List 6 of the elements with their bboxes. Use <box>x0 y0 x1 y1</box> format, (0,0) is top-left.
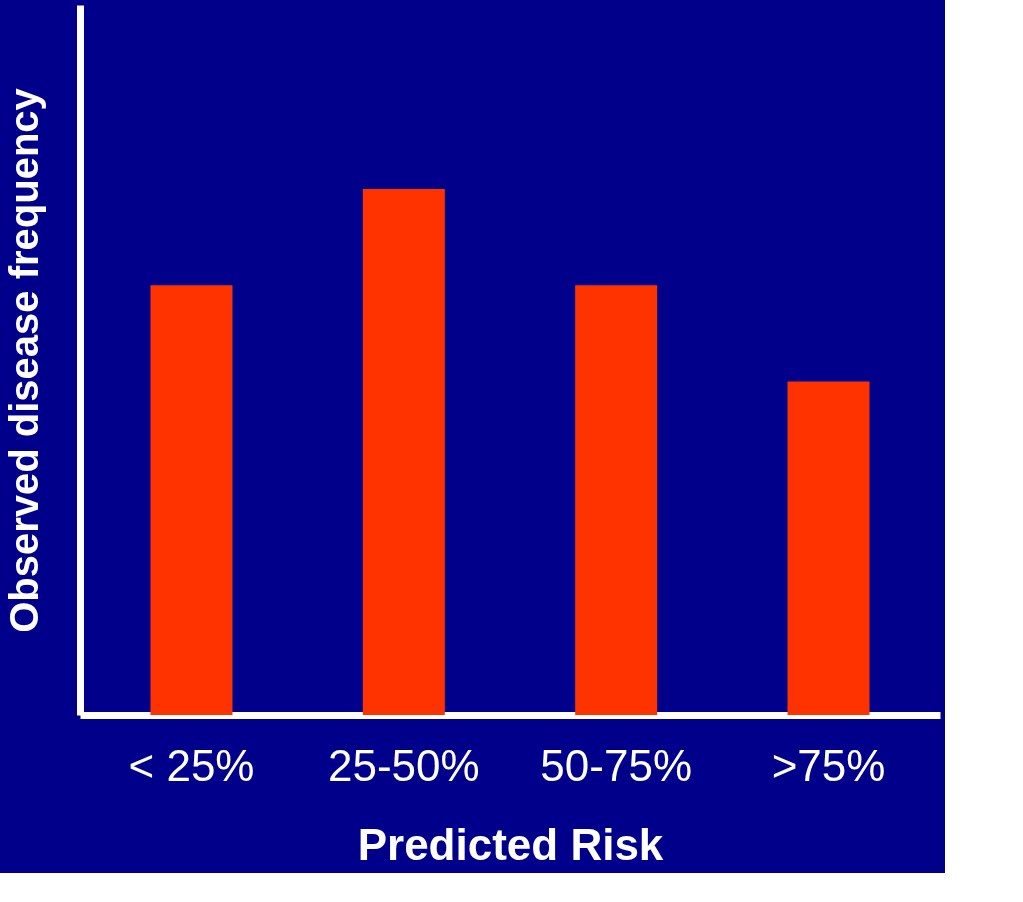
x-axis-title: Predicted Risk <box>357 819 664 869</box>
x-tick-label: 25-50% <box>327 740 480 790</box>
x-tick-label: 50-75% <box>540 740 693 790</box>
x-tick-label: < 25% <box>128 740 255 790</box>
x-tick-label: >75% <box>771 740 886 790</box>
y-axis-title: Observed disease frequency <box>1 87 46 633</box>
